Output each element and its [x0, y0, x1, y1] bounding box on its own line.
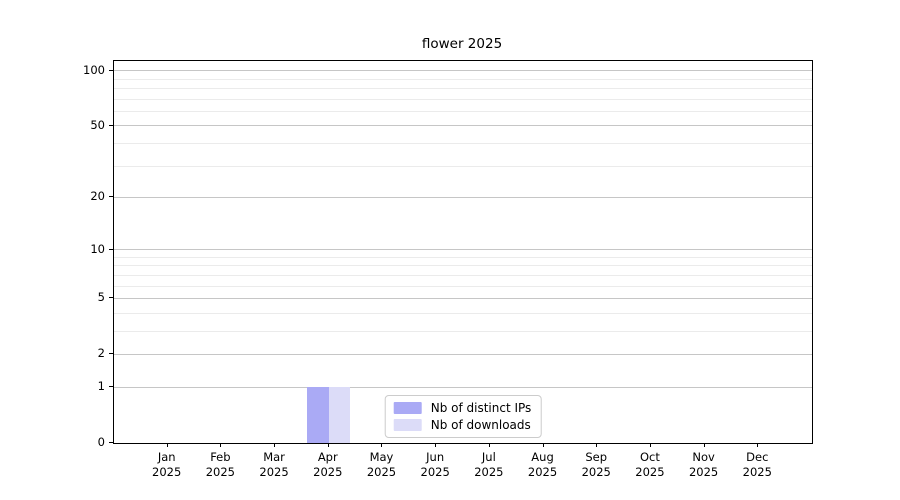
y-gridline-minor [114, 285, 812, 287]
x-tick-month: Aug [531, 450, 554, 464]
x-tick-label: Feb 2025 [193, 450, 247, 480]
x-tick-mark [542, 443, 544, 447]
chart-title: flower 2025 [421, 36, 503, 52]
x-tick-label: Jun 2025 [408, 450, 462, 480]
y-gridline-minor [114, 78, 812, 80]
x-tick-year: 2025 [366, 465, 397, 479]
x-tick-label: May 2025 [354, 450, 408, 480]
x-tick-month: Mar [263, 450, 285, 464]
x-tick-year: 2025 [688, 465, 719, 479]
y-gridline-minor [114, 265, 812, 267]
y-tick-label: 20 [90, 189, 105, 204]
x-tick-month: Jan [157, 450, 176, 464]
x-tick-month: Jun [426, 450, 445, 464]
y-gridline-major [114, 386, 812, 388]
x-tick-year: 2025 [742, 465, 772, 479]
y-gridline-minor [114, 98, 812, 100]
x-tick-month: Sep [585, 450, 608, 464]
x-tick-mark [435, 443, 437, 447]
x-tick-month: Apr [317, 450, 338, 464]
plot-area: Nb of distinct IPs Nb of downloads [113, 60, 813, 444]
y-gridline-major [114, 196, 812, 198]
x-tick-mark [703, 443, 705, 447]
y-gridline-minor [114, 274, 812, 276]
x-tick-label: Jan 2025 [140, 450, 194, 480]
y-tick-mark [109, 124, 113, 126]
legend-swatch-distinct-ips [393, 402, 422, 414]
x-tick-mark [596, 443, 598, 447]
y-tick-label: 0 [97, 435, 105, 449]
y-tick-mark [109, 353, 113, 355]
x-tick-year: 2025 [527, 465, 558, 479]
x-tick-month: Feb [210, 450, 231, 464]
x-tick-mark [166, 443, 168, 447]
y-tick-label: 2 [97, 346, 105, 361]
x-tick-label: Dec 2025 [730, 450, 784, 480]
x-tick-year: 2025 [635, 465, 665, 479]
x-tick-year: 2025 [581, 465, 611, 479]
legend: Nb of distinct IPs Nb of downloads [384, 395, 542, 438]
x-tick-year: 2025 [259, 465, 289, 479]
legend-swatch-downloads [393, 419, 422, 431]
x-tick-mark [274, 443, 276, 447]
y-gridline-minor [114, 110, 812, 112]
y-gridline-major [114, 297, 812, 299]
y-tick-mark [109, 196, 113, 198]
y-gridline-major [114, 70, 812, 72]
x-tick-label: Sep 2025 [569, 450, 623, 480]
bar-distinct-ips [307, 387, 329, 443]
x-tick-month: Oct [639, 450, 660, 464]
y-tick-mark [109, 386, 113, 388]
y-gridline-minor [114, 88, 812, 90]
y-tick-label: 100 [83, 62, 105, 77]
y-gridline-minor [114, 142, 812, 144]
x-tick-mark [220, 443, 222, 447]
x-tick-mark [649, 443, 651, 447]
y-gridline-minor [114, 165, 812, 167]
x-tick-year: 2025 [152, 465, 182, 479]
x-tick-mark [488, 443, 490, 447]
bar-downloads [328, 387, 351, 443]
x-tick-label: Nov 2025 [677, 450, 731, 480]
y-tick-label: 50 [90, 117, 105, 132]
y-tick-mark [109, 69, 113, 71]
x-tick-year: 2025 [313, 465, 343, 479]
x-tick-mark [327, 443, 329, 447]
y-tick-mark [109, 248, 113, 250]
y-gridline-major [114, 125, 812, 127]
y-tick-mark [109, 442, 113, 443]
y-gridline-minor [114, 256, 812, 258]
y-gridline-major [114, 353, 812, 355]
y-tick-label: 1 [97, 379, 105, 394]
y-tick-mark [109, 297, 113, 299]
legend-label-downloads: Nb of downloads [430, 418, 531, 432]
x-tick-year: 2025 [205, 465, 236, 479]
x-tick-label: Jul 2025 [462, 450, 516, 480]
legend-item-distinct-ips: Nb of distinct IPs [393, 401, 532, 415]
x-tick-mark [757, 443, 759, 447]
x-tick-month: Nov [692, 450, 715, 464]
x-tick-year: 2025 [420, 465, 450, 479]
y-gridline-minor [114, 312, 812, 314]
y-tick-label: 5 [97, 290, 105, 305]
x-tick-label: Apr 2025 [301, 450, 355, 480]
x-tick-label: Mar 2025 [247, 450, 301, 480]
x-tick-month: Dec [746, 450, 769, 464]
x-tick-label: Aug 2025 [516, 450, 570, 480]
y-tick-label: 10 [90, 241, 105, 256]
x-tick-year: 2025 [474, 465, 504, 479]
legend-label-distinct-ips: Nb of distinct IPs [430, 401, 532, 415]
x-tick-month: Jul [481, 450, 496, 464]
y-gridline-major [114, 249, 812, 251]
x-tick-month: May [369, 450, 394, 464]
legend-item-downloads: Nb of downloads [393, 418, 532, 432]
x-tick-mark [381, 443, 383, 447]
x-tick-label: Oct 2025 [623, 450, 677, 480]
y-gridline-minor [114, 330, 812, 332]
